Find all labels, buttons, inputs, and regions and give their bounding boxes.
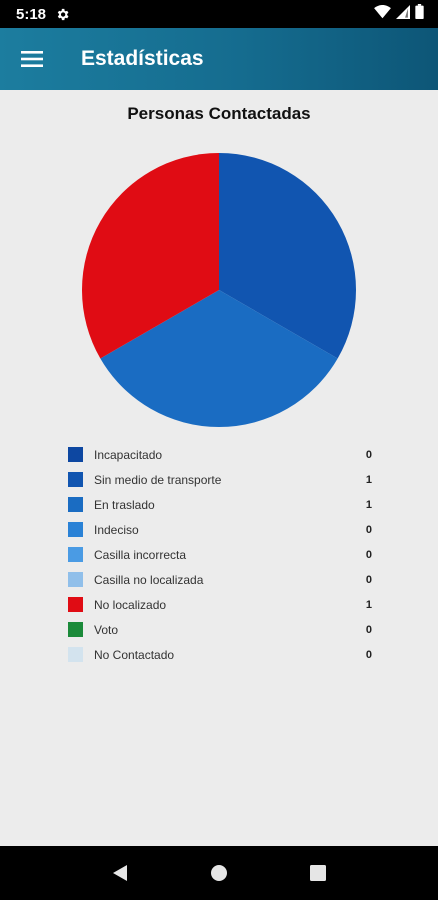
legend-label: No Contactado <box>94 647 175 662</box>
legend-item: Indeciso 0 <box>68 517 372 542</box>
chart-title: Personas Contactadas <box>127 104 311 123</box>
legend-swatch <box>68 522 83 537</box>
pie-slice-no-localizado <box>81 153 219 359</box>
menu-button[interactable] <box>0 28 64 90</box>
wifi-icon <box>374 4 391 24</box>
legend-swatch <box>68 447 83 462</box>
legend-value: 1 <box>365 473 372 486</box>
legend-value: 0 <box>365 448 372 461</box>
legend-item: Casilla no localizada 0 <box>68 567 372 592</box>
legend-swatch <box>68 547 83 562</box>
home-circle-icon <box>210 865 227 881</box>
pie-slice-en-traslado <box>100 290 338 428</box>
legend-item: Voto 0 <box>68 617 372 642</box>
legend-label: Casilla incorrecta <box>94 547 187 562</box>
legend-value: 1 <box>365 498 372 511</box>
legend-value: 1 <box>365 598 372 611</box>
pie-chart <box>81 153 357 428</box>
legend-label: Indeciso <box>94 522 139 537</box>
legend-item: No localizado 1 <box>68 592 372 617</box>
legend-label: Sin medio de transporte <box>94 472 222 487</box>
recents-square-icon <box>310 865 327 881</box>
legend-item: Sin medio de transporte 1 <box>68 467 372 492</box>
legend-label: Voto <box>94 622 119 637</box>
legend-label: Incapacitado <box>94 447 163 462</box>
legend-label: No localizado <box>94 597 167 612</box>
navigation-bar <box>0 846 438 900</box>
statistics-content: Personas Contactadas Incapacitado 0 Sin me… <box>0 90 438 846</box>
legend-label: Casilla no localizada <box>94 572 204 587</box>
chart-legend: Incapacitado 0 Sin medio de transporte 1 En … <box>68 442 372 667</box>
legend-swatch <box>68 472 83 487</box>
home-button[interactable] <box>199 853 239 893</box>
legend-value: 0 <box>365 548 372 561</box>
settings-gear-icon <box>55 7 70 22</box>
legend-value: 0 <box>365 573 372 586</box>
legend-value: 0 <box>365 623 372 636</box>
legend-value: 0 <box>365 523 372 536</box>
legend-item: No Contactado 0 <box>68 642 372 667</box>
page-title: Estadísticas <box>81 47 204 70</box>
battery-icon <box>415 4 424 24</box>
legend-value: 0 <box>365 648 372 661</box>
back-button[interactable] <box>100 853 140 893</box>
legend-swatch <box>68 572 83 587</box>
back-triangle-icon <box>112 865 127 881</box>
legend-swatch <box>68 497 83 512</box>
legend-swatch <box>68 622 83 637</box>
legend-label: En traslado <box>94 497 155 512</box>
legend-swatch <box>68 597 83 612</box>
recents-button[interactable] <box>298 853 338 893</box>
app-bar: Estadísticas <box>0 28 438 90</box>
legend-swatch <box>68 647 83 662</box>
pie-slice-sin-medio-de-transporte <box>219 153 357 359</box>
legend-item: Casilla incorrecta 0 <box>68 542 372 567</box>
legend-item: Incapacitado 0 <box>68 442 372 467</box>
status-bar: 5:18 <box>0 0 438 28</box>
legend-item: En traslado 1 <box>68 492 372 517</box>
status-time: 5:18 <box>16 5 47 23</box>
signal-icon <box>396 4 410 24</box>
hamburger-menu-icon <box>21 51 43 67</box>
